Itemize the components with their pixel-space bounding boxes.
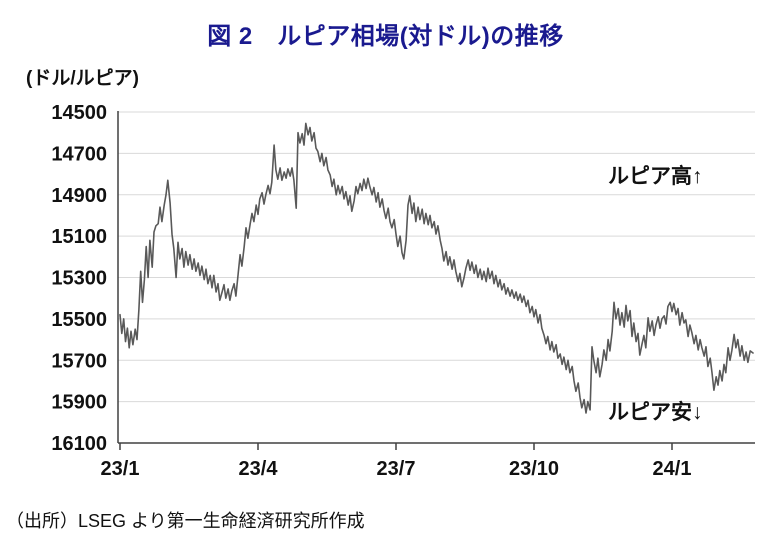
y-tick-label: 15900 <box>51 392 107 414</box>
y-tick-label: 14900 <box>51 185 107 207</box>
figure-title: 図 2 ルピア相場(対ドル)の推移 <box>207 23 564 50</box>
x-tick-label: 23/1 <box>101 458 140 480</box>
price-line <box>119 122 754 414</box>
y-axis-unit-label: (ドル/ルピア) <box>26 68 139 89</box>
y-tick-label: 15300 <box>51 268 107 290</box>
y-tick-label: 16100 <box>51 433 107 455</box>
x-tick-label: 23/4 <box>239 458 279 480</box>
y-tick-label: 14700 <box>51 143 107 165</box>
y-tick-label: 14500 <box>51 102 107 124</box>
x-tick-label: 23/10 <box>509 458 559 480</box>
y-tick-label: 15100 <box>51 226 107 248</box>
annotation-rupiah-weak: ルピア安↓ <box>608 401 703 424</box>
source-note: （出所）LSEG より第一生命経済研究所作成 <box>6 511 365 531</box>
y-tick-label: 15500 <box>51 309 107 331</box>
y-tick-label: 15700 <box>51 350 107 372</box>
x-tick-label: 24/1 <box>653 458 692 480</box>
annotation-rupiah-strong: ルピア高↑ <box>608 165 703 188</box>
x-tick-label: 23/7 <box>377 458 416 480</box>
